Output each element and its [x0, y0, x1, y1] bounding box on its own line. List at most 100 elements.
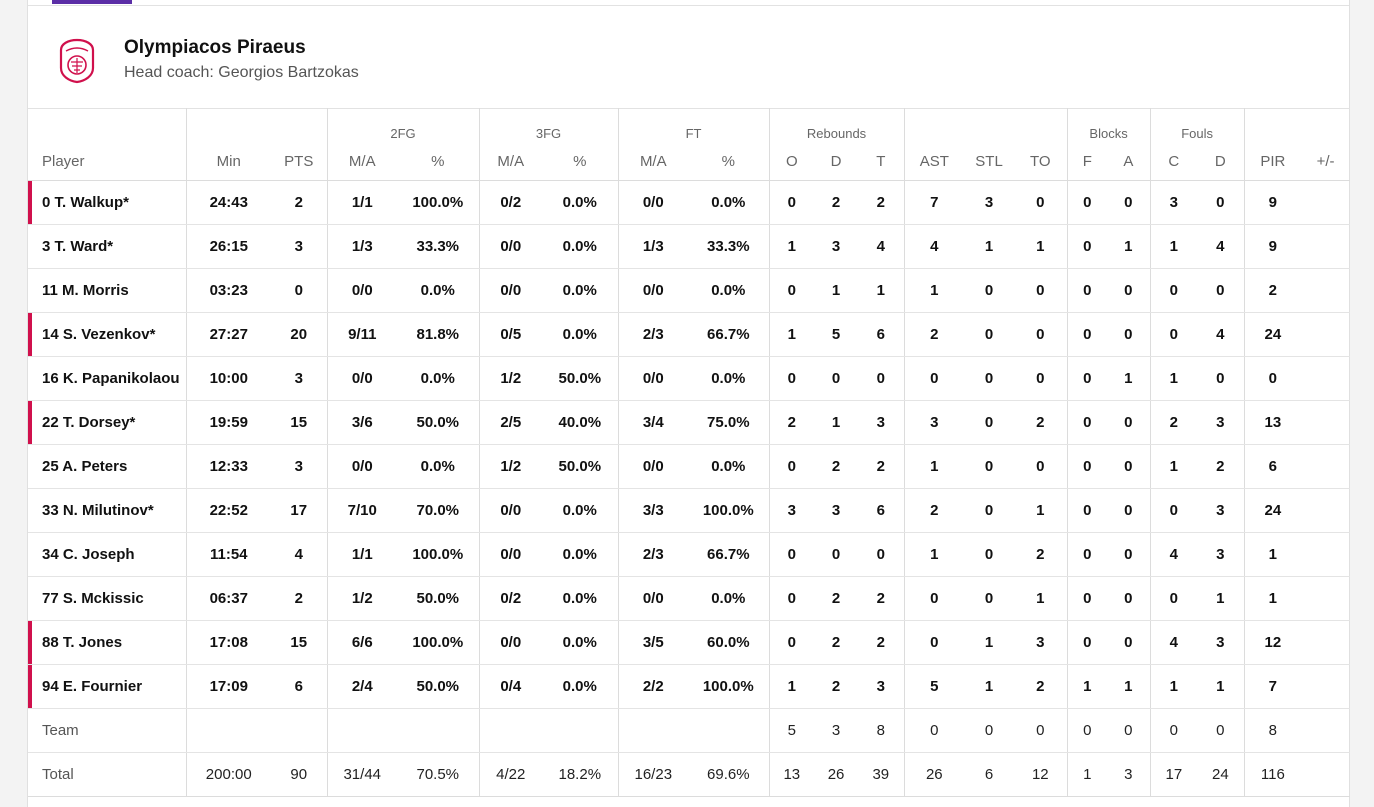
- stat-reb-d: 2: [814, 620, 859, 665]
- col-to[interactable]: TO: [1014, 142, 1068, 181]
- col-ft-pct[interactable]: %: [688, 142, 770, 181]
- stat-reb-d: 3: [814, 224, 859, 269]
- starter-marker: [28, 401, 32, 444]
- col-pts[interactable]: PTS: [271, 142, 327, 181]
- col-player[interactable]: Player: [28, 142, 186, 181]
- col-reb-o[interactable]: O: [768, 142, 815, 181]
- stat-ft-pct: 75.0%: [688, 400, 770, 445]
- stat-ast: 0: [903, 708, 965, 753]
- player-row: 33 N. Milutinov* 22:52 17 7/10 70.0% 0/0 0.0% 3…: [28, 488, 1351, 533]
- stat-pir: 13: [1243, 400, 1302, 445]
- stat-reb-d: 1: [814, 400, 859, 445]
- stat-pm: [1301, 180, 1351, 225]
- col-plus-minus[interactable]: +/-: [1301, 142, 1351, 181]
- stat-foul-d: 2: [1197, 444, 1245, 489]
- active-tab-indicator: [52, 0, 132, 4]
- player-label: 14 S. Vezenkov*: [42, 326, 156, 343]
- player-name[interactable]: 88 T. Jones: [28, 620, 186, 665]
- player-name[interactable]: 3 T. Ward*: [28, 224, 186, 269]
- stat-ast: 1: [903, 268, 965, 313]
- stat-pm: [1301, 620, 1351, 665]
- stat-foul-c: 1: [1149, 224, 1198, 269]
- stat-ast: 0: [903, 356, 965, 401]
- stat-min: 26:15: [185, 224, 271, 269]
- stat-fg3-pct: 40.0%: [542, 400, 619, 445]
- player-name[interactable]: 34 C. Joseph: [28, 532, 186, 577]
- stat-fg3-pct: 0.0%: [542, 268, 619, 313]
- stat-blk-f: 0: [1066, 488, 1108, 533]
- boxscore-body: 0 T. Walkup* 24:43 2 1/1 100.0% 0/2 0.0% 0/0 0.0…: [28, 180, 1351, 797]
- stat-pm: [1301, 708, 1351, 753]
- player-label: Total: [42, 766, 74, 783]
- col-blk-f[interactable]: F: [1066, 142, 1108, 181]
- col-min[interactable]: Min: [185, 142, 271, 181]
- player-name[interactable]: 77 S. Mckissic: [28, 576, 186, 621]
- stat-reb-t: 4: [858, 224, 905, 269]
- col-stl[interactable]: STL: [964, 142, 1015, 181]
- stat-pts: 0: [271, 268, 327, 313]
- player-label: 11 M. Morris: [42, 282, 129, 299]
- stat-fg2-ma: 31/44: [326, 752, 397, 797]
- stat-reb-o: 0: [768, 180, 815, 225]
- stat-fg2-pct: [397, 708, 480, 753]
- stat-fg2-pct: 50.0%: [397, 400, 480, 445]
- stat-reb-o: 0: [768, 620, 815, 665]
- player-name[interactable]: 14 S. Vezenkov*: [28, 312, 186, 357]
- player-name[interactable]: 94 E. Fournier: [28, 664, 186, 709]
- stat-ft-ma: 1/3: [617, 224, 689, 269]
- col-pir[interactable]: PIR: [1243, 142, 1302, 181]
- stat-pir: 8: [1243, 708, 1302, 753]
- stat-reb-d: 2: [814, 664, 859, 709]
- col-reb-t[interactable]: T: [858, 142, 905, 181]
- stat-fg2-pct: 100.0%: [397, 532, 480, 577]
- stat-reb-t: 39: [858, 752, 905, 797]
- stat-foul-d: 4: [1197, 224, 1245, 269]
- stat-fg3-pct: 0.0%: [542, 488, 619, 533]
- player-name[interactable]: 16 K. Papanikolaou: [28, 356, 186, 401]
- col-2fg-ma[interactable]: M/A: [326, 142, 397, 181]
- stat-to: 0: [1014, 708, 1068, 753]
- col-blk-a[interactable]: A: [1107, 142, 1151, 181]
- col-ft-ma[interactable]: M/A: [617, 142, 689, 181]
- col-reb-d[interactable]: D: [814, 142, 859, 181]
- stat-fg3-pct: 0.0%: [542, 576, 619, 621]
- stat-min: 17:09: [185, 664, 271, 709]
- stat-reb-d: 5: [814, 312, 859, 357]
- stat-blk-f: 0: [1066, 224, 1108, 269]
- col-foul-d[interactable]: D: [1197, 142, 1245, 181]
- stat-ft-pct: 0.0%: [688, 180, 770, 225]
- stat-fg2-ma: 3/6: [326, 400, 397, 445]
- group-rebounds: Rebounds: [768, 108, 905, 143]
- player-row: 77 S. Mckissic 06:37 2 1/2 50.0% 0/2 0.0% 0/0 0.…: [28, 576, 1351, 621]
- col-2fg-pct[interactable]: %: [397, 142, 480, 181]
- stat-pir: 1: [1243, 576, 1302, 621]
- stat-reb-d: 2: [814, 444, 859, 489]
- player-name[interactable]: 11 M. Morris: [28, 268, 186, 313]
- stat-ast: 2: [903, 488, 965, 533]
- group-3fg: 3FG: [478, 108, 619, 143]
- stat-fg2-ma: 7/10: [326, 488, 397, 533]
- player-name[interactable]: 22 T. Dorsey*: [28, 400, 186, 445]
- stat-fg3-ma: 0/0: [478, 532, 543, 577]
- col-ast[interactable]: AST: [903, 142, 965, 181]
- stat-fg2-ma: [326, 708, 397, 753]
- player-row: 14 S. Vezenkov* 27:27 20 9/11 81.8% 0/5 0.0% 2/…: [28, 312, 1351, 357]
- stat-fg2-ma: 6/6: [326, 620, 397, 665]
- player-name[interactable]: 0 T. Walkup*: [28, 180, 186, 225]
- stat-ast: 1: [903, 444, 965, 489]
- stat-stl: 1: [964, 620, 1015, 665]
- team-logo-icon: [59, 38, 95, 84]
- col-foul-c[interactable]: C: [1149, 142, 1198, 181]
- stat-fg2-ma: 0/0: [326, 444, 397, 489]
- stat-reb-o: 5: [768, 708, 815, 753]
- stat-fg2-ma: 1/3: [326, 224, 397, 269]
- player-name[interactable]: 25 A. Peters: [28, 444, 186, 489]
- stat-fg2-ma: 1/1: [326, 532, 397, 577]
- player-name[interactable]: 33 N. Milutinov*: [28, 488, 186, 533]
- stat-reb-t: 6: [858, 488, 905, 533]
- col-3fg-ma[interactable]: M/A: [478, 142, 543, 181]
- col-3fg-pct[interactable]: %: [542, 142, 619, 181]
- boxscore-card: Olympiacos Piraeus Head coach: Georgios …: [27, 0, 1351, 807]
- stat-ft-pct: 100.0%: [688, 488, 770, 533]
- stat-ft-pct: 0.0%: [688, 268, 770, 313]
